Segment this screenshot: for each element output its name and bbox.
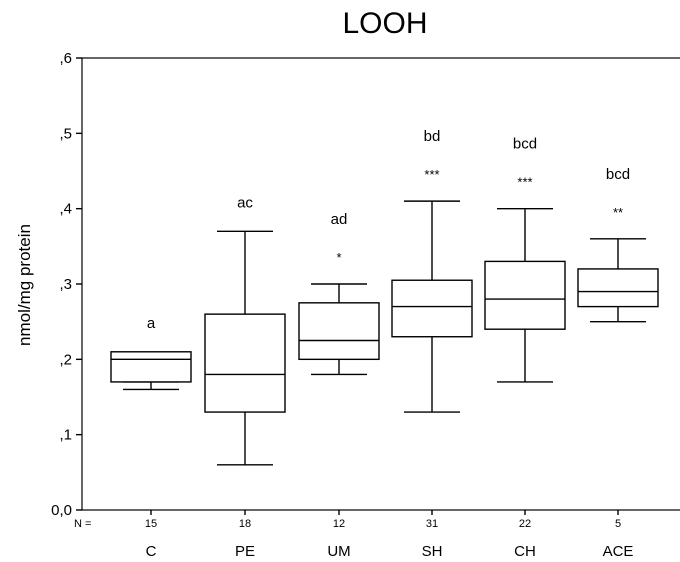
x-category-label: UM [327, 543, 350, 560]
box-CH [484, 260, 566, 330]
x-category-label: PE [235, 543, 255, 560]
chart-title: LOOH [342, 7, 427, 40]
y-tick-label: ,1 [59, 427, 72, 444]
significance-stars: * [336, 250, 341, 265]
box-PE [204, 313, 286, 413]
n-count: 5 [615, 518, 621, 530]
y-axis-label: nmol/mg protein [15, 224, 34, 346]
y-tick-label: ,5 [59, 125, 72, 142]
group-letters: bcd [606, 166, 630, 183]
x-category-label: SH [422, 543, 443, 560]
box-SH [391, 279, 473, 338]
y-tick-label: 0,0 [51, 502, 72, 519]
significance-stars: *** [424, 167, 439, 182]
n-count: 12 [333, 518, 345, 530]
box-ACE [577, 268, 659, 308]
n-count: 15 [145, 518, 157, 530]
y-tick-label: ,6 [59, 50, 72, 67]
group-letters: bcd [513, 136, 537, 153]
box-UM [298, 302, 380, 361]
x-category-label: C [146, 543, 157, 560]
y-tick-label: ,4 [59, 201, 72, 218]
x-category-label: CH [514, 543, 536, 560]
group-letters: a [147, 315, 156, 332]
chart-marks: 0,0 ,1 ,2 ,3 ,4 ,5 ,6 a 15 Cac 18 PE * ad 12 UM *** bd 31 S… [51, 50, 659, 560]
y-tick-label: ,3 [59, 276, 72, 293]
n-count: 31 [426, 518, 438, 530]
n-count: 18 [239, 518, 251, 530]
n-label: N = [74, 518, 91, 530]
group-letters: ad [331, 211, 348, 228]
significance-stars: *** [517, 175, 532, 190]
group-letters: bd [424, 128, 441, 145]
n-count: 22 [519, 518, 531, 530]
group-letters: ac [237, 194, 253, 211]
significance-stars: ** [613, 205, 623, 220]
box-C [110, 351, 192, 383]
x-category-label: ACE [603, 543, 634, 560]
y-tick-label: ,2 [59, 351, 72, 368]
